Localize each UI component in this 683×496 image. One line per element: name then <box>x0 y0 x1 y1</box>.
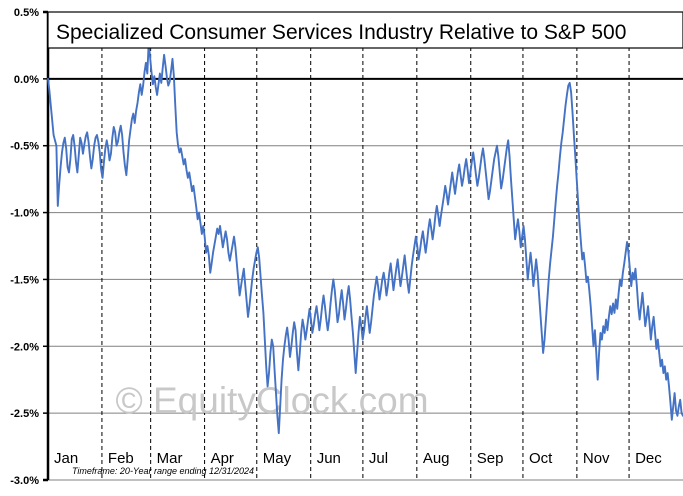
x-label-jun: Jun <box>317 450 341 467</box>
y-label-0neg5: 0.5% <box>14 7 39 19</box>
timeframe-footnote: Timeframe: 20-Year range ending 12/31/20… <box>72 466 254 476</box>
x-label-feb: Feb <box>108 450 134 467</box>
y-label-neg2-5: -2.5% <box>10 408 39 420</box>
x-label-apr: Apr <box>211 450 234 467</box>
x-label-oct: Oct <box>529 450 553 467</box>
equityclock-watermark: © EquityClock.com <box>115 380 428 421</box>
y-label-neg1-0: -1.0% <box>10 208 39 220</box>
y-axis-tick-labels: 0.5% 0.0% -0.5% -1.0% -1.5% -2.0% -2.5% -3.0% <box>10 7 39 487</box>
horizontal-gridlines <box>48 145 683 481</box>
x-label-dec: Dec <box>635 450 662 467</box>
y-label-neg0-5: -0.5% <box>10 141 39 153</box>
title-box <box>47 11 683 49</box>
x-label-jan: Jan <box>54 450 78 467</box>
y-label-0neg0: 0.0% <box>14 74 39 86</box>
x-label-nov: Nov <box>583 450 610 467</box>
x-label-mar: Mar <box>157 450 183 467</box>
y-label-neg2-0: -2.0% <box>10 341 39 353</box>
y-label-neg1-5: -1.5% <box>10 274 39 286</box>
y-label-neg3-0: -3.0% <box>10 475 39 487</box>
chart-title: Specialized Consumer Services Industry R… <box>56 21 626 44</box>
x-axis-month-labels: Jan Feb Mar Apr May Jun Jul Aug Sep Oct Nov Dec <box>54 450 662 467</box>
x-label-may: May <box>263 450 292 467</box>
price-series-line <box>47 41 683 435</box>
x-label-jul: Jul <box>369 450 388 467</box>
y-axis-tick-marks <box>43 11 48 481</box>
x-label-aug: Aug <box>423 450 450 467</box>
x-label-sep: Sep <box>477 450 504 467</box>
